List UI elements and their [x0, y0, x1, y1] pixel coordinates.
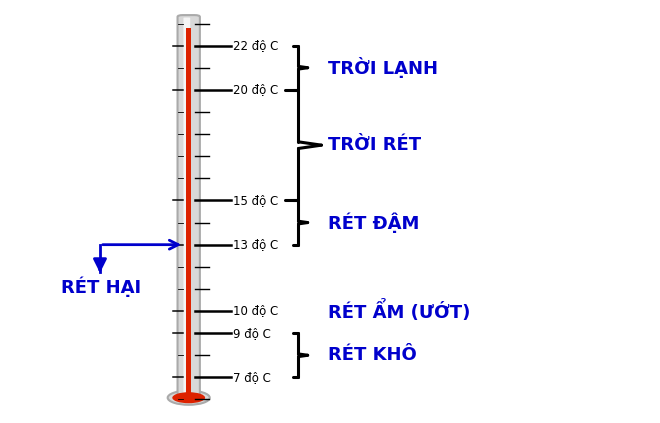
Text: TRỜI LẠNH: TRỜI LẠNH: [328, 57, 438, 78]
Text: 15 độ C: 15 độ C: [233, 194, 278, 207]
Text: 20 độ C: 20 độ C: [233, 83, 278, 96]
Circle shape: [168, 391, 210, 405]
Text: RÉT KHÔ: RÉT KHÔ: [328, 346, 416, 364]
Text: 13 độ C: 13 độ C: [233, 238, 278, 251]
Circle shape: [172, 392, 205, 403]
Text: TRỜI RÉT: TRỜI RÉT: [328, 136, 421, 154]
Text: RÉT ĐẬM: RÉT ĐẬM: [328, 212, 419, 233]
Text: 22 độ C: 22 độ C: [233, 39, 278, 52]
FancyBboxPatch shape: [183, 17, 190, 394]
Text: 9 độ C: 9 độ C: [233, 327, 271, 340]
Text: RÉT ẨM (ƯỚT): RÉT ẨM (ƯỚT): [328, 300, 471, 322]
Text: 10 độ C: 10 độ C: [233, 305, 278, 318]
FancyBboxPatch shape: [178, 15, 200, 397]
Text: 7 độ C: 7 độ C: [233, 371, 271, 384]
Text: RÉT HẠI: RÉT HẠI: [61, 277, 141, 297]
Bar: [186, 28, 191, 399]
